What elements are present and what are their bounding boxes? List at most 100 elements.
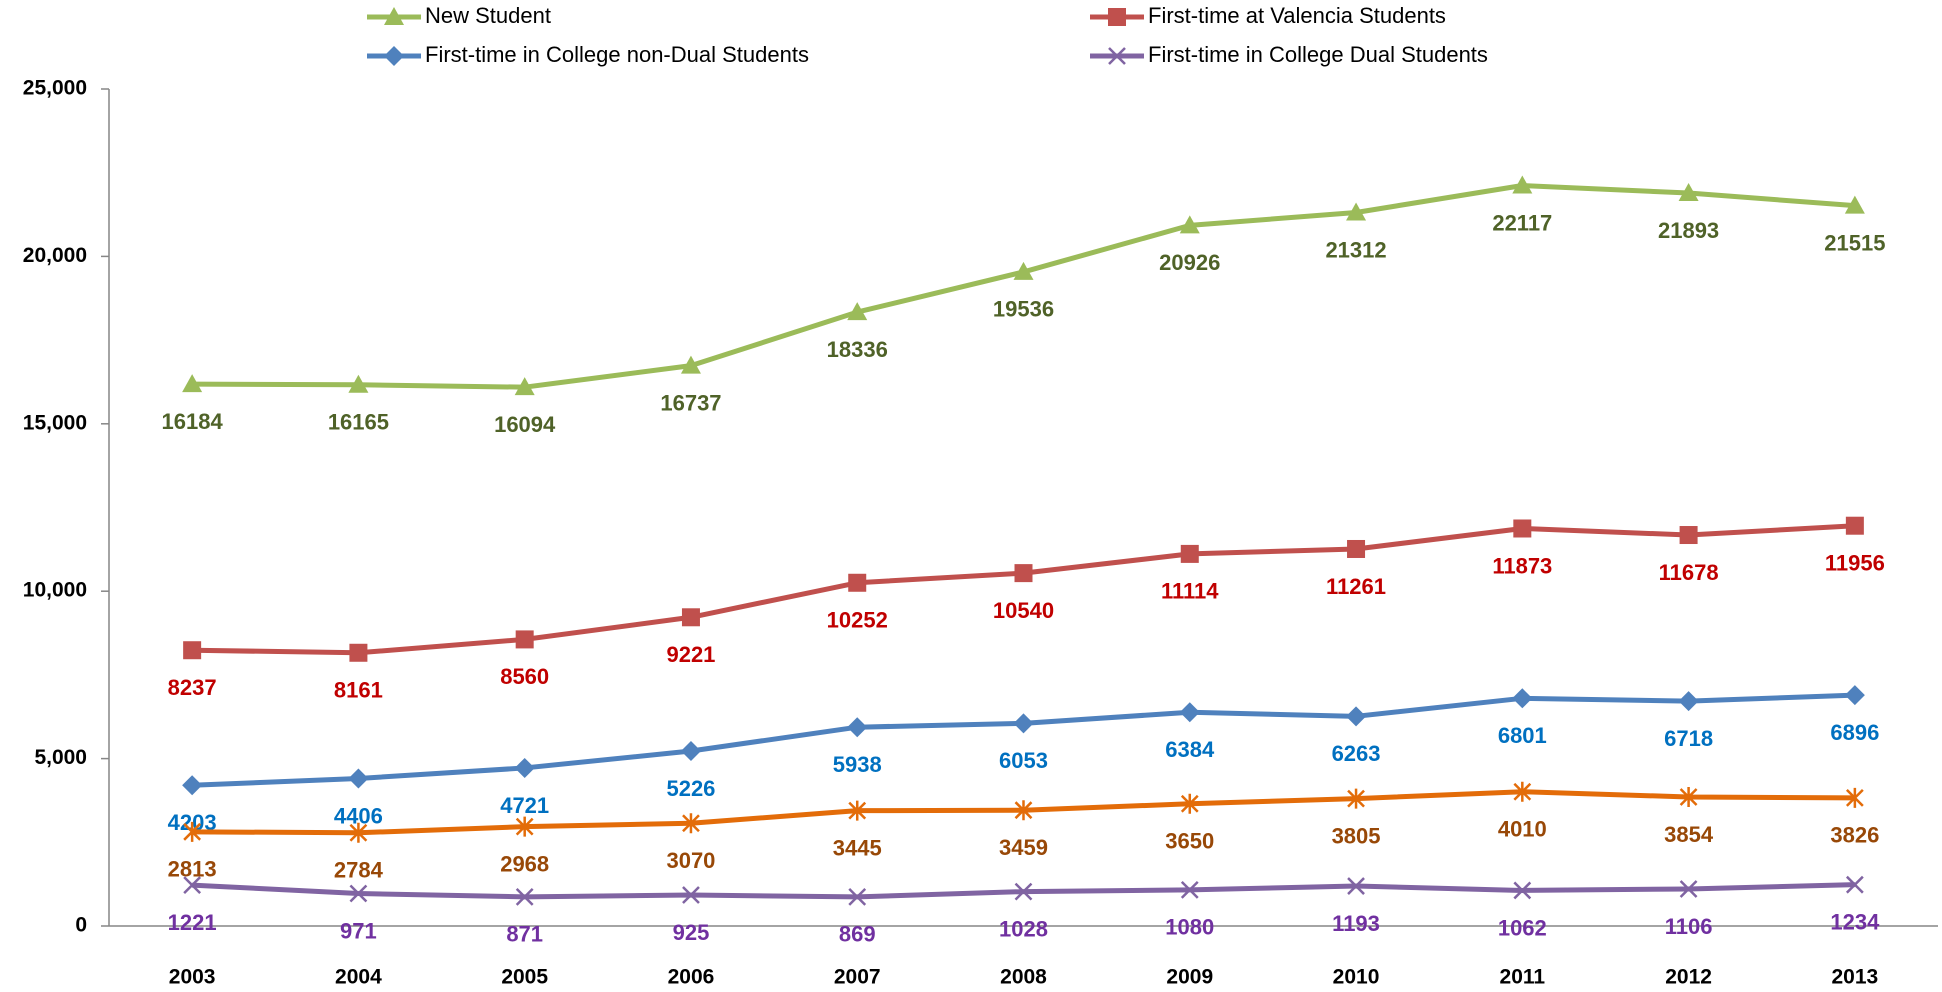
point-marker — [182, 374, 203, 393]
data-label: 6053 — [999, 748, 1048, 773]
y-tick-label: 10,000 — [23, 579, 87, 602]
point-marker — [1845, 787, 1864, 808]
data-label: 20926 — [1159, 250, 1220, 275]
point-marker — [1346, 202, 1367, 221]
point-marker — [348, 374, 369, 393]
data-label: 6384 — [1165, 737, 1215, 762]
point-marker — [183, 821, 202, 842]
x-tick-label: 2008 — [1000, 966, 1047, 989]
data-label: 6801 — [1498, 723, 1547, 748]
point-marker — [1347, 788, 1365, 809]
x-tick-label: 2009 — [1166, 966, 1213, 989]
data-label: 6263 — [1332, 741, 1381, 766]
data-label: 1062 — [1498, 915, 1547, 940]
data-label: 1221 — [168, 910, 217, 935]
point-marker — [680, 741, 701, 762]
point-marker — [848, 800, 867, 821]
point-marker — [348, 768, 369, 789]
point-marker — [680, 355, 701, 374]
x-tick-label: 2011 — [1500, 966, 1546, 989]
data-label: 5938 — [833, 752, 882, 777]
point-marker — [1678, 691, 1699, 712]
point-marker — [1513, 781, 1532, 802]
point-marker — [1347, 539, 1366, 558]
point-marker — [848, 573, 867, 592]
point-marker — [349, 884, 368, 903]
series-line — [192, 523, 1856, 656]
data-label: 6718 — [1664, 726, 1713, 751]
point-marker — [349, 643, 368, 662]
point-marker — [848, 888, 867, 906]
data-label: 8161 — [334, 678, 383, 703]
point-marker — [681, 608, 700, 627]
data-label: 18336 — [827, 337, 888, 362]
point-marker — [1179, 215, 1200, 234]
x-tick-label: 2007 — [834, 966, 881, 989]
point-marker — [1014, 564, 1033, 583]
data-label: 4010 — [1498, 817, 1547, 842]
point-marker — [183, 876, 202, 895]
point-marker — [1512, 688, 1533, 709]
data-label: 871 — [506, 922, 543, 947]
legend-marker — [384, 46, 404, 66]
point-marker — [1013, 713, 1034, 734]
data-label: 11873 — [1492, 553, 1552, 578]
point-marker — [1513, 881, 1532, 900]
data-label: 3459 — [999, 835, 1048, 860]
data-label: 16184 — [162, 409, 224, 434]
data-label: 2968 — [500, 851, 549, 876]
point-marker — [1179, 702, 1200, 723]
data-label: 3650 — [1165, 829, 1214, 854]
legend-label: First-time in College Dual Students — [1148, 42, 1488, 67]
point-marker — [1180, 880, 1199, 899]
x-tick-label: 2003 — [169, 966, 216, 989]
data-label: 10540 — [993, 598, 1054, 623]
y-tick-label: 0 — [75, 914, 87, 937]
point-marker — [847, 302, 868, 321]
point-marker — [1845, 516, 1864, 535]
legend-label: First-time at Valencia Students — [1148, 3, 1446, 28]
data-label: 11261 — [1326, 574, 1386, 599]
data-label: 4721 — [500, 793, 549, 818]
data-label: 19536 — [993, 297, 1054, 322]
data-label: 22117 — [1492, 210, 1552, 235]
data-label: 11114 — [1161, 579, 1219, 604]
point-marker — [1679, 526, 1698, 545]
point-marker — [1513, 519, 1532, 538]
legend-marker — [1108, 47, 1126, 65]
point-marker — [682, 813, 700, 834]
data-label: 16094 — [494, 412, 556, 437]
data-label: 1193 — [1332, 911, 1380, 936]
data-label: 6896 — [1830, 720, 1879, 745]
legend-marker — [1108, 8, 1126, 26]
point-marker — [183, 641, 202, 660]
x-tick-label: 2010 — [1333, 966, 1380, 989]
y-tick-label: 20,000 — [23, 244, 87, 267]
point-marker — [1013, 261, 1034, 280]
legend-label: New Student — [425, 3, 551, 28]
point-marker — [1014, 882, 1033, 901]
x-tick-label: 2004 — [335, 966, 382, 989]
point-marker — [1845, 875, 1864, 894]
data-label: 11956 — [1825, 551, 1885, 576]
data-label: 16737 — [660, 390, 721, 415]
x-tick-label: 2013 — [1832, 966, 1879, 989]
data-label: 2813 — [168, 857, 217, 882]
data-label: 11678 — [1659, 560, 1719, 585]
x-tick-label: 2006 — [668, 966, 715, 989]
data-label: 1106 — [1665, 914, 1713, 939]
y-tick-label: 25,000 — [23, 77, 87, 100]
x-tick-label: 2005 — [501, 966, 548, 989]
point-marker — [1679, 786, 1698, 807]
point-marker — [1180, 544, 1199, 563]
point-marker — [514, 377, 535, 396]
series-line — [192, 183, 1856, 390]
data-label: 8560 — [500, 664, 549, 689]
point-marker — [182, 775, 203, 796]
y-tick-label: 5,000 — [34, 746, 87, 769]
data-label: 21893 — [1658, 218, 1719, 243]
data-label: 21515 — [1824, 230, 1885, 255]
data-label: 3826 — [1830, 823, 1879, 848]
point-marker — [1180, 793, 1199, 814]
